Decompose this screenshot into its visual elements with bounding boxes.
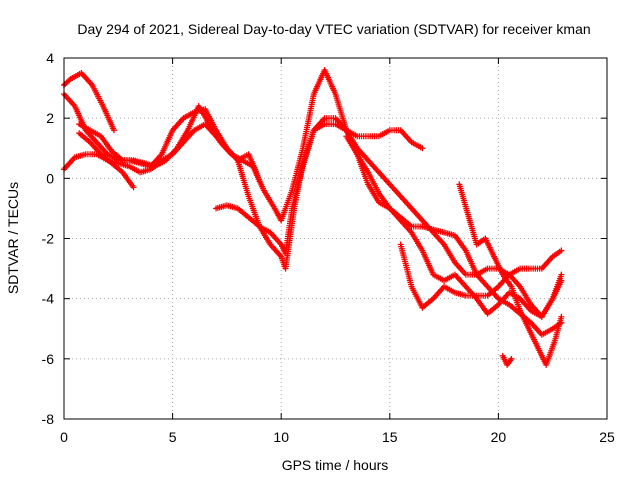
y-tick-label: -6 [42,351,55,367]
series-3 [76,67,426,224]
y-tick-label: 2 [46,110,54,126]
series-2 [61,91,263,185]
data-point [66,77,73,84]
data-point [508,355,515,362]
y-axis-label: SDTVAR / TECUs [5,182,21,294]
x-tick-label: 5 [169,429,177,445]
x-tick-label: 10 [273,429,289,445]
x-tick-label: 0 [60,429,68,445]
x-tick-label: 15 [382,429,398,445]
data-point [558,313,565,320]
data-point [130,184,137,191]
x-tick-label: 20 [491,429,507,445]
y-tick-label: -2 [42,231,55,247]
y-tick-label: 0 [46,170,54,186]
x-tick-label: 25 [599,429,615,445]
plot-frame [63,57,608,420]
series-8 [499,352,515,368]
series-9 [343,133,565,320]
axis-ticks: 0 5 10 15 20 25 -8 -6 -4 -2 0 2 4 [42,50,615,445]
data-point [558,247,565,254]
x-axis-label: GPS time / hours [282,457,389,473]
series-0 [61,121,565,338]
series-5 [213,115,565,278]
data-point [419,145,426,152]
series-1 [61,70,117,134]
grid-lines [64,58,607,419]
data-point [110,127,117,134]
y-tick-label: -8 [42,411,55,427]
chart-title: Day 294 of 2021, Sidereal Day-to-day VTE… [77,21,590,37]
data-point [558,271,565,278]
series-4 [76,130,137,191]
y-tick-label: 4 [46,50,54,66]
y-tick-label: -4 [42,291,55,307]
data-points [61,67,565,368]
